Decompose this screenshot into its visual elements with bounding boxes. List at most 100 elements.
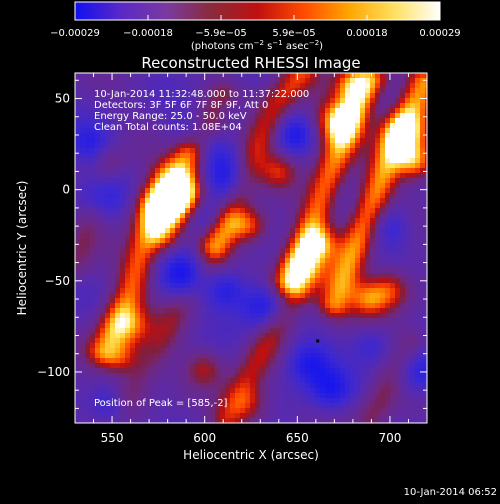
heatmap-cell bbox=[300, 148, 306, 154]
heatmap-cell bbox=[220, 208, 226, 214]
heatmap-cell bbox=[295, 408, 301, 414]
heatmap-cell bbox=[320, 293, 326, 299]
heatmap-cell bbox=[155, 413, 161, 419]
heatmap-cell bbox=[170, 238, 176, 244]
heatmap-cell bbox=[325, 388, 331, 394]
heatmap-cell bbox=[205, 173, 211, 179]
heatmap-cell bbox=[195, 253, 201, 259]
heatmap-cell bbox=[225, 323, 231, 329]
heatmap-cell bbox=[275, 293, 281, 299]
heatmap-cell bbox=[210, 278, 216, 284]
heatmap-cell bbox=[415, 373, 421, 379]
heatmap-cell bbox=[215, 288, 221, 294]
heatmap-cell bbox=[170, 148, 176, 154]
heatmap-cell bbox=[295, 383, 301, 389]
heatmap-cell bbox=[350, 108, 356, 114]
heatmap-cell bbox=[135, 228, 141, 234]
heatmap-cell bbox=[75, 398, 81, 404]
heatmap-cell bbox=[420, 108, 426, 114]
heatmap-cell bbox=[165, 263, 171, 269]
heatmap-cell bbox=[405, 163, 411, 169]
heatmap-cell bbox=[400, 98, 406, 104]
colorbar-unit-part: (photons cm bbox=[191, 41, 254, 52]
heatmap-cell bbox=[130, 203, 136, 209]
heatmap-cell bbox=[185, 158, 191, 164]
heatmap-cell bbox=[235, 378, 241, 384]
heatmap-cell bbox=[335, 108, 341, 114]
heatmap-cell bbox=[240, 153, 246, 159]
heatmap-cell bbox=[150, 83, 156, 89]
heatmap-cell bbox=[265, 358, 271, 364]
heatmap-cell bbox=[160, 183, 166, 189]
heatmap-cell bbox=[130, 343, 136, 349]
heatmap-cell bbox=[420, 248, 426, 254]
heatmap-cell bbox=[340, 213, 346, 219]
heatmap-cell bbox=[325, 183, 331, 189]
heatmap-cell bbox=[420, 193, 426, 199]
heatmap-cell bbox=[400, 113, 406, 119]
heatmap-cell bbox=[415, 383, 421, 389]
heatmap-cell bbox=[85, 213, 91, 219]
heatmap-cell bbox=[330, 78, 336, 84]
heatmap-cell bbox=[315, 283, 321, 289]
heatmap-cell bbox=[260, 73, 266, 79]
heatmap-cell bbox=[230, 273, 236, 279]
heatmap-cell bbox=[335, 258, 341, 264]
heatmap-cell bbox=[325, 133, 331, 139]
heatmap-cell bbox=[355, 383, 361, 389]
heatmap-cell bbox=[300, 153, 306, 159]
heatmap-cell bbox=[80, 248, 86, 254]
heatmap-cell bbox=[400, 238, 406, 244]
heatmap-cell bbox=[340, 328, 346, 334]
heatmap-cell bbox=[75, 133, 81, 139]
heatmap-cell bbox=[350, 413, 356, 419]
heatmap-cell bbox=[210, 203, 216, 209]
heatmap-cell bbox=[285, 233, 291, 239]
heatmap-cell bbox=[190, 388, 196, 394]
heatmap-cell bbox=[300, 198, 306, 204]
heatmap-cell bbox=[85, 193, 91, 199]
heatmap-cell bbox=[225, 268, 231, 274]
heatmap-cell bbox=[370, 133, 376, 139]
heatmap-cell bbox=[325, 198, 331, 204]
heatmap-cell bbox=[80, 353, 86, 359]
heatmap-cell bbox=[410, 273, 416, 279]
heatmap-cell bbox=[125, 238, 131, 244]
heatmap-cell bbox=[75, 318, 81, 324]
heatmap-cell bbox=[240, 173, 246, 179]
heatmap-cell bbox=[190, 153, 196, 159]
heatmap-cell bbox=[415, 413, 421, 419]
heatmap-cell bbox=[415, 168, 421, 174]
heatmap-cell bbox=[180, 253, 186, 259]
heatmap-cell bbox=[305, 283, 311, 289]
heatmap-cell bbox=[310, 128, 316, 134]
heatmap-cell bbox=[370, 218, 376, 224]
heatmap-cell bbox=[295, 163, 301, 169]
heatmap-cell bbox=[110, 383, 116, 389]
heatmap-cell bbox=[185, 188, 191, 194]
heatmap-cell bbox=[320, 348, 326, 354]
heatmap-cell bbox=[210, 78, 216, 84]
heatmap-cell bbox=[190, 308, 196, 314]
heatmap-cell bbox=[375, 333, 381, 339]
heatmap-cell bbox=[205, 193, 211, 199]
heatmap-cell bbox=[200, 193, 206, 199]
heatmap-cell bbox=[305, 383, 311, 389]
heatmap-cell bbox=[235, 158, 241, 164]
heatmap-cell bbox=[205, 288, 211, 294]
heatmap-cell bbox=[335, 398, 341, 404]
heatmap-cell bbox=[350, 103, 356, 109]
heatmap-cell bbox=[405, 188, 411, 194]
heatmap-cell bbox=[320, 368, 326, 374]
heatmap-cell bbox=[195, 263, 201, 269]
heatmap-cell bbox=[100, 78, 106, 84]
heatmap-cell bbox=[205, 338, 211, 344]
heatmap-cell bbox=[370, 318, 376, 324]
heatmap-cell bbox=[270, 408, 276, 414]
heatmap-cell bbox=[145, 218, 151, 224]
heatmap-cell bbox=[350, 408, 356, 414]
heatmap-cell bbox=[200, 183, 206, 189]
heatmap-cell bbox=[115, 143, 121, 149]
heatmap-cell bbox=[260, 178, 266, 184]
heatmap-cell bbox=[370, 138, 376, 144]
